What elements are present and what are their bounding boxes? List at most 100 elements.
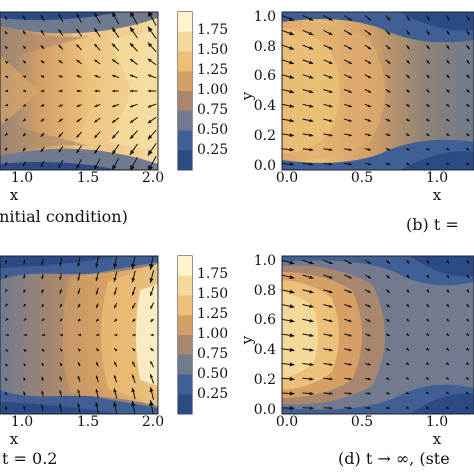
vector-arrowhead	[466, 46, 470, 50]
vector-arrowhead	[328, 31, 333, 35]
vector-arrowhead	[425, 391, 429, 394]
vector-arrowhead	[446, 260, 449, 264]
vector-arrowhead	[425, 406, 429, 409]
vector-arrowhead	[40, 30, 44, 34]
ytick-label: 0.0	[254, 402, 276, 418]
vector-arrowhead	[465, 376, 469, 380]
vector-arrowhead	[96, 304, 99, 309]
vector-arrowhead	[446, 318, 449, 322]
vector-arrowhead	[348, 75, 352, 79]
panel-d-caption: (d) t → ∞, (ste	[338, 449, 450, 468]
vector-arrowhead	[23, 303, 27, 307]
vector-arrowhead	[466, 31, 470, 35]
vector-arrowhead	[289, 118, 294, 123]
vector-arrowhead	[367, 60, 372, 64]
vector-arrowhead	[76, 89, 80, 93]
vector-arrowhead	[94, 43, 98, 48]
colorbar-tick: 0.75	[197, 102, 228, 118]
vector-arrowhead	[23, 333, 27, 337]
vector-arrowhead	[96, 361, 99, 366]
vector-arrowhead	[465, 406, 469, 409]
vector-arrowhead	[289, 318, 295, 323]
vector-arrowhead	[406, 133, 410, 136]
vector-arrowhead	[466, 289, 469, 293]
vector-arrowhead	[5, 103, 9, 107]
vector-arrowhead	[466, 303, 469, 308]
vector-arrowhead	[59, 333, 63, 337]
colorbar-tick: 1.50	[197, 286, 228, 302]
vector-arrowhead	[147, 42, 153, 48]
vector-arrowhead	[367, 104, 372, 107]
vector-arrowhead	[309, 104, 314, 108]
vector-arrowhead	[150, 333, 154, 337]
vector-arrowhead	[426, 147, 430, 151]
colorbar-swatch	[178, 31, 192, 52]
vector-arrowhead	[41, 333, 45, 337]
vector-arrowhead	[149, 277, 154, 283]
vector-arrowhead	[387, 104, 391, 107]
vector-arrowhead	[348, 348, 352, 352]
vector-arrowhead	[112, 134, 116, 139]
vector-arrowhead	[348, 17, 352, 21]
vector-arrowhead	[446, 103, 450, 107]
colorbar-swatches	[178, 256, 192, 415]
vector-arrowhead	[22, 75, 27, 79]
vector-arrowhead	[23, 317, 27, 321]
vector-arrowhead	[406, 162, 410, 165]
panel-c-caption: t = 0.2	[2, 449, 57, 468]
panel-d-xticks: 0.0 0.5 1.0	[276, 414, 448, 430]
vector-arrowhead	[22, 148, 26, 152]
vector-arrowhead	[309, 75, 314, 79]
vector-arrowhead	[58, 75, 62, 78]
vector-arrowhead	[132, 361, 135, 365]
vector-arrowhead	[406, 75, 410, 79]
vector-arrowhead	[445, 332, 449, 336]
panel-c-contour	[0, 256, 158, 414]
vector-arrowhead	[40, 103, 45, 107]
vector-arrowhead	[446, 74, 450, 79]
vector-arrowhead	[59, 304, 63, 308]
colorbar-tick: 1.50	[197, 42, 228, 58]
vector-arrowhead	[289, 333, 295, 338]
vector-arrowhead	[113, 277, 117, 282]
vector-arrowhead	[130, 12, 135, 18]
vector-arrowhead	[446, 303, 449, 308]
colorbar-tick: 1.00	[197, 82, 228, 98]
vector-arrowhead	[386, 391, 390, 395]
panel-b-xticks: 0.0 0.5 1.0	[276, 170, 448, 186]
vector-arrowhead	[367, 133, 372, 137]
colorbar-tick: 1.75	[197, 22, 228, 38]
vector-arrowhead	[95, 277, 99, 282]
vector-arrowhead	[77, 277, 81, 281]
vector-arrowhead	[289, 406, 295, 411]
vector-arrowhead	[386, 275, 390, 279]
vector-arrowhead	[77, 263, 81, 267]
vector-arrowhead	[5, 317, 9, 321]
vector-arrowhead	[426, 274, 429, 279]
vector-arrowhead	[22, 89, 26, 93]
vector-arrowhead	[348, 46, 352, 50]
xtick-label: 1.5	[77, 414, 99, 430]
vector-arrowhead	[96, 318, 100, 322]
vector-arrowhead	[113, 388, 117, 393]
vector-arrowhead	[22, 45, 26, 49]
vector-arrowhead	[5, 89, 9, 93]
colorbar-swatch	[178, 275, 192, 296]
vector-arrowhead	[132, 348, 136, 352]
ytick-label: 0.6	[254, 312, 276, 328]
xtick-label: 1.0	[11, 170, 33, 186]
vector-arrowhead	[309, 304, 314, 308]
vector-arrowhead	[348, 261, 352, 264]
vector-arrowhead	[59, 348, 64, 352]
panel-d-arrows	[282, 259, 470, 411]
vector-arrowhead	[367, 406, 371, 410]
vector-arrowhead	[289, 304, 295, 309]
xtick-label: 2.0	[142, 170, 164, 186]
vector-arrowhead	[147, 119, 152, 124]
vector-arrowhead	[426, 17, 430, 21]
vector-arrowhead	[348, 148, 352, 151]
vector-arrowhead	[406, 303, 409, 308]
vector-arrowhead	[40, 75, 45, 79]
vector-arrowhead	[113, 263, 118, 269]
vector-arrowhead	[445, 376, 449, 380]
